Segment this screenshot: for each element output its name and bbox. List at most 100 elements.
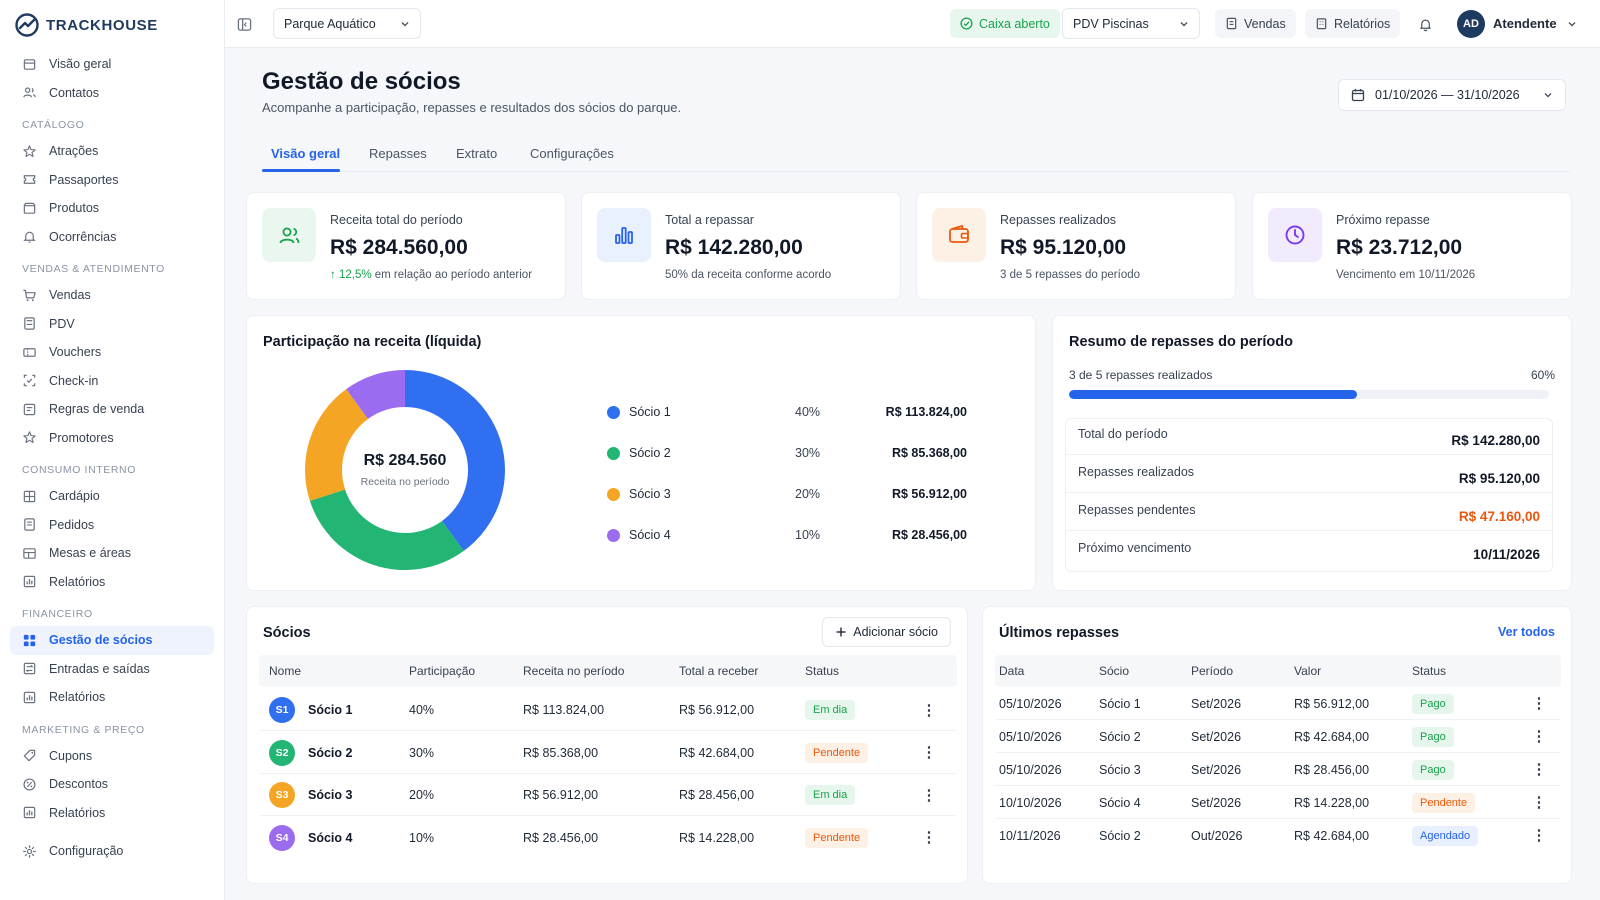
sidebar-item-atracoes[interactable]: Atrações [10, 137, 214, 166]
chevron-down-icon [1544, 93, 1552, 98]
cash-status-pill[interactable]: Caixa aberto [950, 9, 1060, 38]
kpi-icon-box [1268, 208, 1322, 262]
more-options-icon[interactable]: ⋮ [921, 701, 937, 719]
sidebar-item-cupons[interactable]: Cupons [10, 742, 214, 771]
column-header[interactable]: Data [999, 664, 1025, 678]
donut-slice-1[interactable] [405, 370, 505, 551]
payout-period: Set/2026 [1191, 763, 1242, 777]
partner-name: Sócio 3 [308, 788, 353, 802]
avatar: S2 [269, 739, 295, 766]
sidebar-item-pdv[interactable]: PDV [10, 310, 214, 339]
table-row[interactable]: S4 Sócio 4 10% R$ 28.456,00 R$ 14.228,00 Pend… [259, 817, 957, 859]
summary-value: R$ 142.280,00 [1451, 433, 1540, 448]
kpi-note-text: Vencimento em 10/11/2026 [1336, 269, 1476, 281]
sidebar-item-pedidos[interactable]: Pedidos [10, 511, 214, 540]
more-options-icon[interactable]: ⋮ [921, 829, 937, 846]
donut-slice-2[interactable] [309, 489, 464, 570]
ticket-icon [23, 175, 36, 185]
date-range-picker[interactable]: 01/10/2026 — 31/10/2026 [1338, 79, 1566, 111]
unit-select[interactable]: Parque Aquático [273, 8, 421, 39]
sales-button-label: Vendas [1244, 16, 1286, 31]
payouts-title: Últimos repasses [999, 625, 1120, 641]
chevron-down-icon[interactable] [1567, 19, 1577, 29]
sidebar-item-label: Gestão de sócios [49, 633, 153, 648]
sidebar-item-ocorrencias[interactable]: Ocorrências [10, 223, 214, 252]
partner-share: 30% [409, 745, 435, 760]
column-header[interactable]: Nome [269, 664, 302, 678]
more-options-icon[interactable]: ⋮ [1531, 727, 1547, 745]
sidebar-item-check-in[interactable]: Check-in [10, 367, 214, 396]
user-name[interactable]: Atendente [1493, 16, 1557, 31]
summary-value: R$ 47.160,00 [1458, 509, 1540, 524]
reports-button[interactable]: Relatórios [1305, 9, 1401, 38]
table-row[interactable]: S1 Sócio 1 40% R$ 113.824,00 R$ 56.912,00 Em … [259, 689, 957, 731]
bell-icon[interactable] [1415, 14, 1435, 34]
column-header[interactable]: Status [805, 664, 840, 678]
more-options-icon[interactable]: ⋮ [921, 744, 937, 761]
sidebar-item-promotores[interactable]: Promotores [10, 424, 214, 453]
summary-row: Total do período R$ 142.280,00 [1066, 419, 1552, 455]
column-header[interactable]: Valor [1294, 664, 1322, 678]
check-circle-icon [960, 17, 973, 30]
column-header[interactable]: Receita no período [523, 664, 625, 678]
column-header[interactable]: Status [1412, 664, 1447, 678]
column-header[interactable]: Participação [409, 664, 476, 678]
payout-date: 10/11/2026 [999, 829, 1061, 843]
user-avatar[interactable]: AD [1457, 10, 1485, 38]
column-header[interactable]: Sócio [1099, 664, 1130, 678]
sidebar-item-relatorios[interactable]: Relatórios [10, 683, 214, 712]
sidebar-item-visao-geral[interactable]: Visão geral [10, 50, 214, 79]
more-options-icon[interactable]: ⋮ [1531, 793, 1547, 811]
sidebar-item-configuracao[interactable]: Configuração [10, 837, 214, 866]
add-partner-button[interactable]: Adicionar sócio [822, 617, 951, 647]
sidebar-item-vouchers[interactable]: Vouchers [10, 338, 214, 367]
table-row[interactable]: 05/10/2026 Sócio 2 Set/2026 R$ 42.684,00 Pag… [995, 720, 1561, 753]
sidebar-item-cardapio[interactable]: Cardápio [10, 482, 214, 511]
column-header[interactable]: Total a receber [679, 664, 759, 678]
sidebar-item-regras-de-venda[interactable]: Regras de venda [10, 395, 214, 424]
sidebar-item-vendas[interactable]: Vendas [10, 281, 214, 310]
logo-icon [15, 13, 39, 37]
receipt-icon [1226, 17, 1237, 30]
sidebar-item-contatos[interactable]: Contatos [10, 79, 214, 108]
payout-date: 05/10/2026 [999, 763, 1062, 777]
table-row[interactable]: S3 Sócio 3 20% R$ 56.912,00 R$ 28.456,00 Em d… [259, 774, 957, 816]
partner-receivable: R$ 28.456,00 [679, 788, 755, 802]
sidebar-item-descontos[interactable]: Descontos [10, 770, 214, 799]
sidebar-toggle-icon[interactable] [234, 14, 254, 34]
sales-button[interactable]: Vendas [1215, 9, 1296, 38]
sidebar-item-produtos[interactable]: Produtos [10, 194, 214, 223]
brand[interactable]: TRACKHOUSE [0, 0, 224, 50]
summary-label: Repasses realizados [1078, 465, 1195, 479]
sidebar-item-label: Pedidos [49, 517, 95, 532]
table-row[interactable]: 05/10/2026 Sócio 1 Set/2026 R$ 56.912,00 Pag… [995, 687, 1561, 720]
star-icon [23, 431, 36, 444]
table-row[interactable]: 10/11/2026 Sócio 2 Out/2026 R$ 42.684,00 Age… [995, 819, 1561, 852]
donut-slice-3[interactable] [305, 389, 368, 501]
sidebar-item-relatorios[interactable]: Relatórios [10, 799, 214, 828]
kpi-note-text: 50% da receita conforme acordo [665, 269, 832, 281]
sidebar-item-passaportes[interactable]: Passaportes [10, 166, 214, 195]
trend-up-icon: ↑ [330, 269, 339, 281]
more-options-icon[interactable]: ⋮ [1531, 694, 1547, 712]
chevron-down-icon [401, 21, 409, 26]
building-icon [1316, 18, 1327, 30]
table-row[interactable]: 10/10/2026 Sócio 4 Set/2026 R$ 14.228,00 Pen… [995, 786, 1561, 819]
tab-statement[interactable]: Extrato [456, 146, 498, 161]
view-all-link[interactable]: Ver todos [1498, 625, 1555, 639]
table-row[interactable]: 05/10/2026 Sócio 3 Set/2026 R$ 28.456,00 Pag… [995, 753, 1561, 786]
table-row[interactable]: S2 Sócio 2 30% R$ 85.368,00 R$ 42.684,00 Pend… [259, 732, 957, 774]
donut-slice-4[interactable] [346, 370, 405, 420]
pdv-select[interactable]: PDV Piscinas [1062, 8, 1200, 39]
more-options-icon[interactable]: ⋮ [1531, 826, 1547, 844]
tab-payouts[interactable]: Repasses [369, 146, 427, 161]
tab-settings[interactable]: Configurações [530, 146, 614, 161]
sidebar-item-gestao-de-socios[interactable]: Gestão de sócios [10, 626, 214, 655]
sidebar-item-entradas-e-saidas[interactable]: Entradas e saídas [10, 655, 214, 684]
sidebar-item-mesas-e-areas[interactable]: Mesas e áreas [10, 539, 214, 568]
sidebar-item-relatorios[interactable]: Relatórios [10, 568, 214, 597]
more-options-icon[interactable]: ⋮ [921, 786, 937, 804]
more-options-icon[interactable]: ⋮ [1531, 760, 1547, 778]
column-header[interactable]: Período [1191, 664, 1234, 678]
tab-overview[interactable]: Visão geral [271, 146, 341, 161]
